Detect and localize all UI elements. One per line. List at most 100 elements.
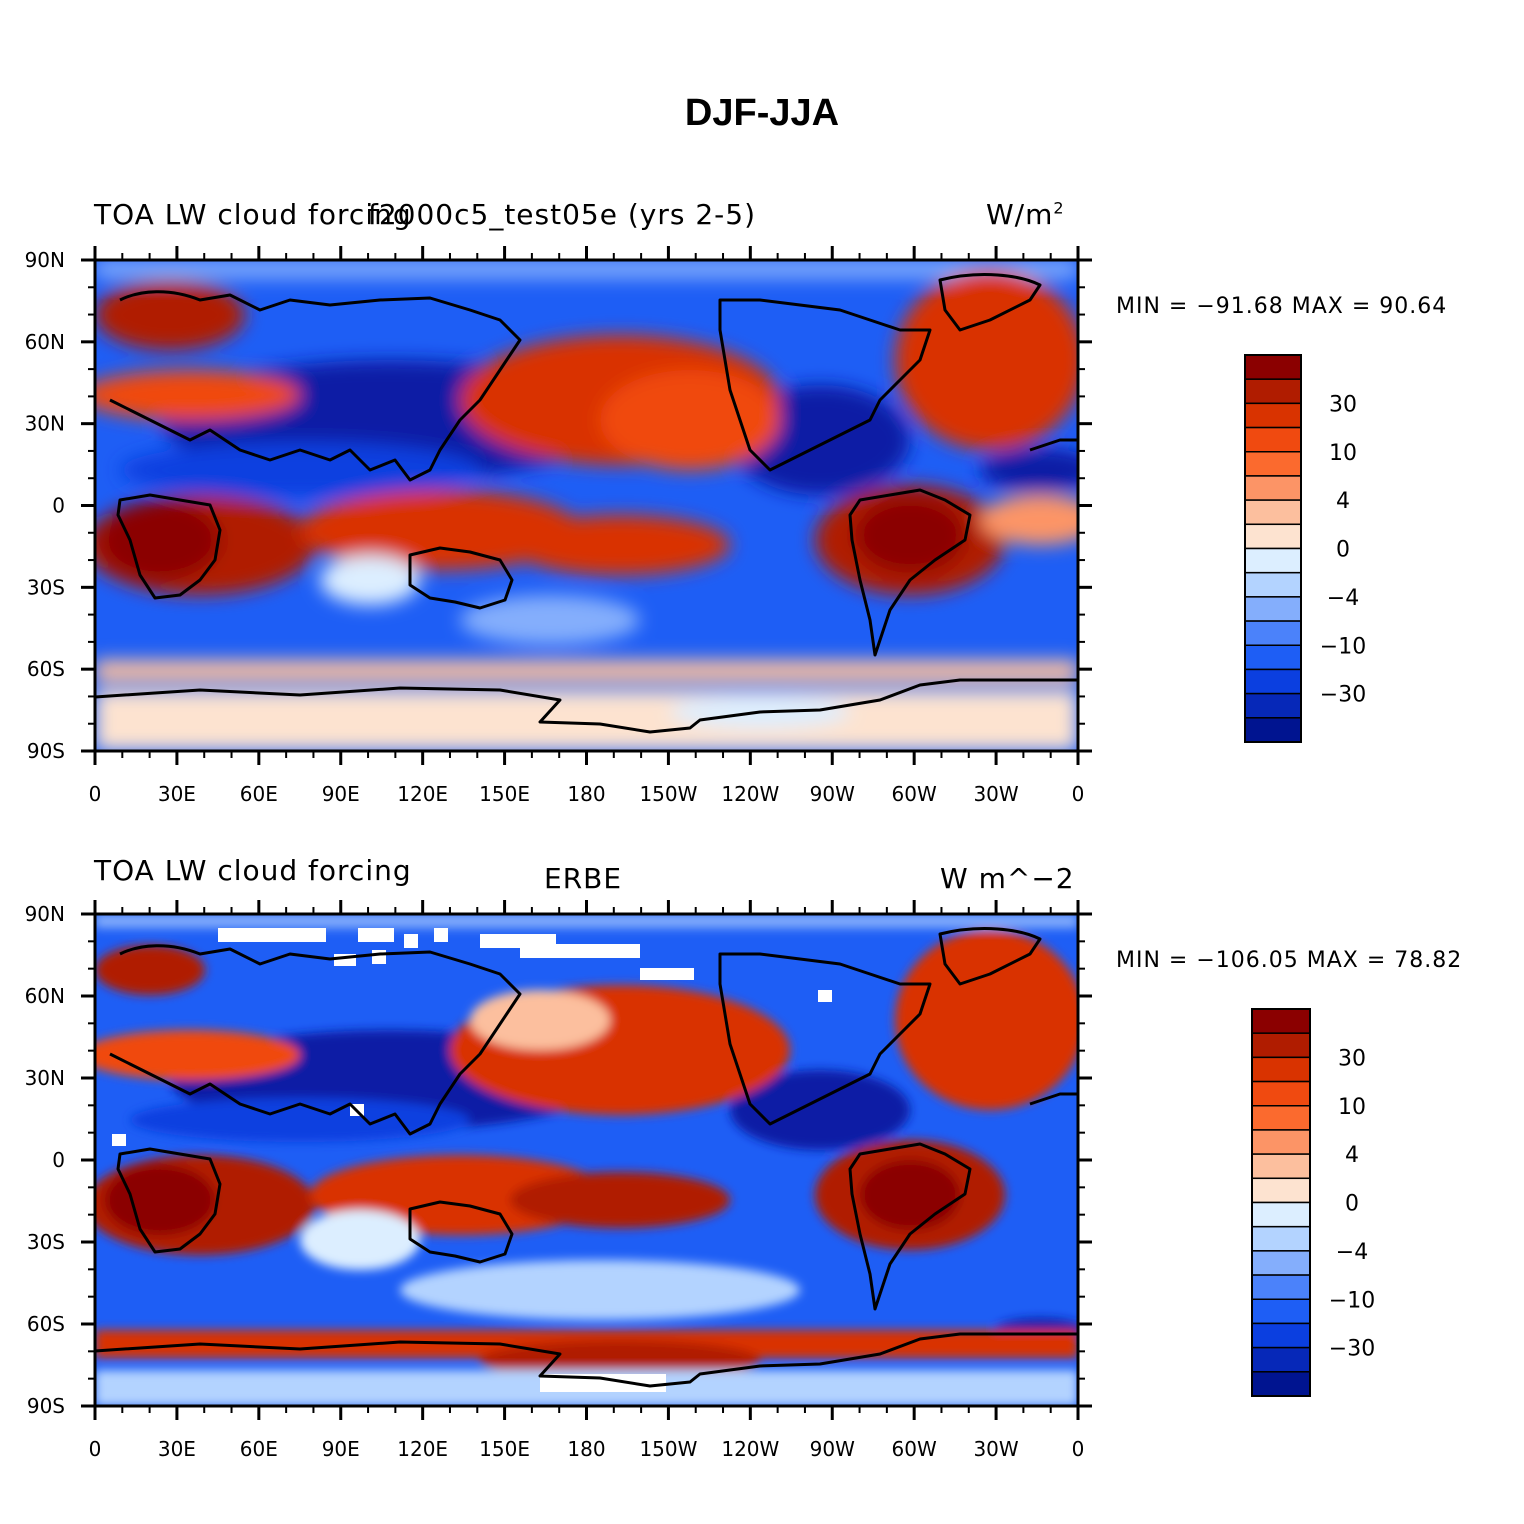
- panel1-units: W/m2: [986, 198, 1065, 231]
- panel1-colorbar-swatch: [1244, 547, 1302, 574]
- panel2-lat-label: 60N: [25, 984, 65, 1008]
- panel1-lon-label: 60E: [240, 782, 278, 806]
- panel1-lon-label: 60W: [892, 782, 937, 806]
- panel1-lat-label: 90N: [25, 248, 65, 272]
- panel2-lon-label: 150E: [479, 1437, 530, 1461]
- panel2-lon-label: 30E: [158, 1437, 196, 1461]
- coastlines: [94, 273, 1078, 1388]
- panel1-colorbar-swatch: [1244, 499, 1302, 526]
- panel2-colorbar-frame: [1251, 1008, 1311, 1397]
- panel1-colorbar-swatch: [1244, 620, 1302, 646]
- panel2-colorbar-swatch: [1251, 1056, 1311, 1083]
- panel2-colorbar-swatch: [1251, 1177, 1311, 1204]
- panel2-lat-label: 90S: [27, 1394, 65, 1418]
- panel1-lat-label: 60N: [25, 330, 65, 354]
- panel1-lon-label: 30W: [973, 782, 1018, 806]
- panel2-colorbar-swatch: [1251, 1346, 1311, 1373]
- panel1-lat-label: 0: [52, 494, 65, 518]
- panel2-left-label: TOA LW cloud forcing: [94, 854, 412, 887]
- panel1-lon-label: 0: [1072, 782, 1085, 806]
- panel1-units-sup: 2: [1053, 198, 1065, 218]
- panel2-colorbar-label: 30: [1338, 1046, 1366, 1071]
- panel2-coastlines: [94, 927, 1078, 1388]
- panel1-colorbar-swatch: [1244, 426, 1302, 453]
- panel1-minmax: MIN = −91.68 MAX = 90.64: [1116, 294, 1448, 319]
- panel2-colorbar-label: −30: [1329, 1337, 1375, 1362]
- panel1-lat-label: 30N: [25, 412, 65, 436]
- panel2-colorbar-swatch: [1251, 1298, 1311, 1325]
- panel2-colorbar-swatch: [1251, 1371, 1311, 1397]
- panel1-lat-label: 30S: [27, 575, 65, 599]
- panel2-lon-label: 90E: [322, 1437, 360, 1461]
- panel2-minmax: MIN = −106.05 MAX = 78.82: [1116, 948, 1463, 973]
- panel2-colorbar-swatch: [1251, 1274, 1311, 1300]
- panel1-colorbar-swatch: [1244, 571, 1302, 598]
- panel2-lat-label: 0: [52, 1148, 65, 1172]
- panel2-lon-label: 60E: [240, 1437, 278, 1461]
- axes-layer: 90N 60N 30N 0 30S 60S 90S 0 30E 60E 90E 120E 150E 180…: [25, 246, 1092, 1461]
- panel1-colorbar-swatch: [1244, 451, 1302, 477]
- panel2-center-label: ERBE: [544, 862, 623, 895]
- panel1-colorbar-label: −4: [1327, 586, 1359, 611]
- panel1-colorbar-label: 30: [1329, 392, 1357, 417]
- panel2-lat-label: 90N: [25, 902, 65, 926]
- panel2-colorbar-swatch: [1251, 1008, 1311, 1034]
- panel1-lat-label: 60S: [27, 657, 65, 681]
- panel2-units-base: W m^−2: [940, 862, 1075, 895]
- panel2-colorbar-swatch: [1251, 1250, 1311, 1276]
- panel2-lat-label: 60S: [27, 1312, 65, 1336]
- panel1-lon-label: 150E: [479, 782, 530, 806]
- panel1-colorbar-label: −30: [1320, 683, 1366, 708]
- panel1-colorbar-label: 10: [1329, 441, 1357, 466]
- panel2-colorbar-swatch: [1251, 1080, 1311, 1107]
- panel1-lon-label: 90W: [810, 782, 855, 806]
- panel1-lon-label: 120W: [721, 782, 779, 806]
- panel1-colorbar-swatch: [1244, 596, 1302, 622]
- panel1-center-label: f2000c5_test05e (yrs 2-5): [368, 198, 757, 231]
- panel1-coastlines: [94, 273, 1078, 734]
- panel1-colorbar-label: 4: [1336, 489, 1350, 514]
- panel1-left-label: TOA LW cloud forcing: [94, 198, 412, 231]
- panel2-colorbar-label: 10: [1338, 1095, 1366, 1120]
- panel1-colorbar-label: −10: [1320, 634, 1366, 659]
- panel1-colorbar-swatch: [1244, 402, 1302, 429]
- panel1-colorbar-swatch: [1244, 717, 1302, 743]
- panel1-units-base: W/m: [986, 198, 1054, 231]
- main-title: DJF-JJA: [684, 92, 840, 134]
- panel1-lon-label: 150W: [639, 782, 697, 806]
- panel2-lat-label: 30S: [27, 1230, 65, 1254]
- panel2-colorbar-label: −4: [1336, 1240, 1368, 1265]
- panel1-colorbar-swatch: [1244, 354, 1302, 380]
- panel1-colorbar-swatch: [1244, 644, 1302, 671]
- panel1-colorbar-swatch: [1244, 523, 1302, 550]
- panel2-colorbar-label: −10: [1329, 1288, 1375, 1313]
- panel2-colorbar-swatch: [1251, 1032, 1311, 1059]
- panel2-lat-label: 30N: [25, 1066, 65, 1090]
- colorbars: 30 10 4 0 −4 −10 −30 30 10 4 0 −4 −10 −30: [1244, 354, 1375, 1397]
- panel1-colorbar-swatch: [1244, 668, 1302, 695]
- panel1-lon-label: 120E: [397, 782, 448, 806]
- panel1-lat-label: 90S: [27, 739, 65, 763]
- panel2-colorbar-label: 0: [1345, 1192, 1359, 1217]
- panel1-lon-label: 180: [567, 782, 605, 806]
- panel1-colorbar-label: 0: [1336, 538, 1350, 563]
- panel1-colorbar-swatch: [1244, 692, 1302, 719]
- panel2-colorbar-swatch: [1251, 1153, 1311, 1180]
- panel2-map: [95, 914, 1078, 1406]
- panel1-colorbar-swatch: [1244, 378, 1302, 405]
- panel2-lon-label: 30W: [973, 1437, 1018, 1461]
- panel2-colorbar-swatch: [1251, 1225, 1311, 1252]
- panel2-units: W m^−2: [940, 862, 1075, 895]
- panel2-lon-label: 120E: [397, 1437, 448, 1461]
- panel2-colorbar-swatch: [1251, 1105, 1311, 1131]
- panel2-lon-label: 60W: [892, 1437, 937, 1461]
- panel2-lon-label: 180: [567, 1437, 605, 1461]
- panel2-lon-label: 120W: [721, 1437, 779, 1461]
- panel2-colorbar-label: 4: [1345, 1143, 1359, 1168]
- panel2-lon-label: 150W: [639, 1437, 697, 1461]
- panel2-lon-label: 0: [1072, 1437, 1085, 1461]
- panel2-colorbar-swatch: [1251, 1129, 1311, 1155]
- panel1-lon-label: 30E: [158, 782, 196, 806]
- panel1-map: [95, 260, 1078, 751]
